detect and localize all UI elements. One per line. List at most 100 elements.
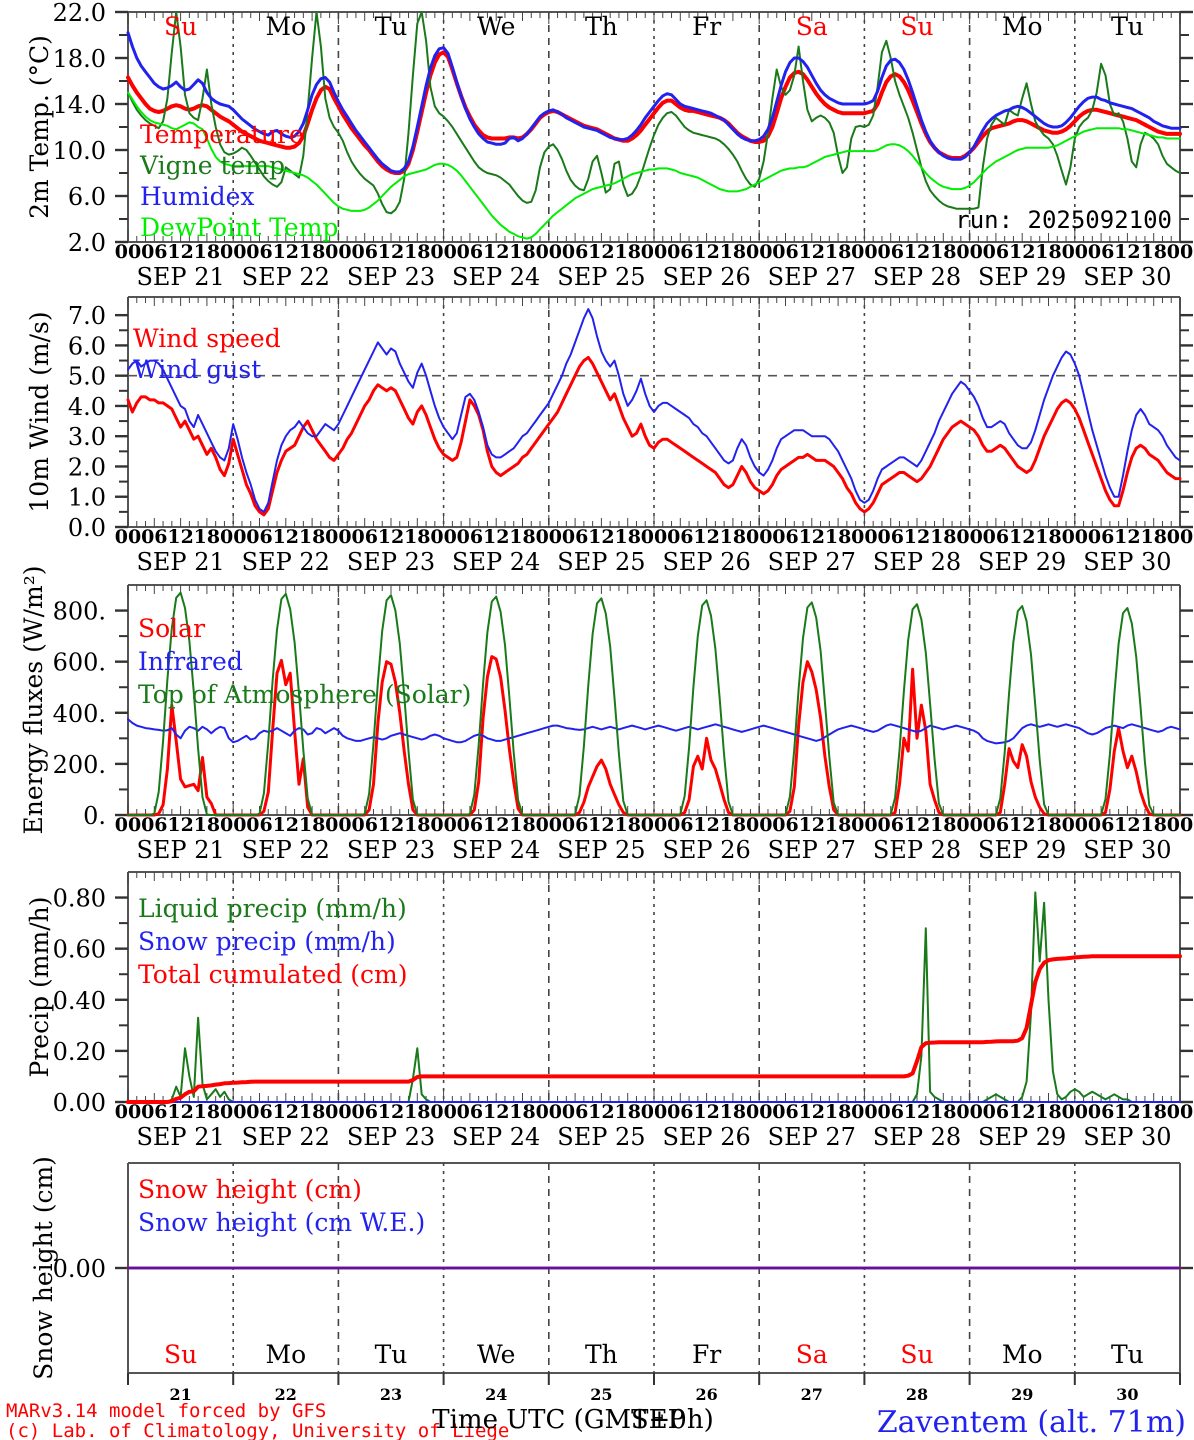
xhour-3-7-2: 12 [904, 1101, 930, 1123]
legend-precip-1: Snow precip (mm/h) [138, 927, 396, 956]
xhour-2-8-2: 12 [1009, 814, 1035, 836]
xdate-3-8: SEP 29 [978, 1123, 1066, 1151]
xhour-2-4-3: 18 [614, 814, 640, 836]
xhour-3-6-0: 00 [746, 1101, 772, 1123]
xhour-3-4-3: 18 [614, 1101, 640, 1123]
xdate-3-3: SEP 24 [452, 1123, 540, 1151]
xhour-0-1-2: 12 [273, 241, 299, 263]
xhour-1-5-3: 18 [720, 526, 746, 548]
xhour-0-4-2: 12 [588, 241, 614, 263]
xhour-0-3-3: 18 [509, 241, 535, 263]
xhour-0-6-1: 06 [772, 241, 798, 263]
xhour-1-1-0: 00 [220, 526, 246, 548]
xhour-2-5-2: 12 [693, 814, 719, 836]
xdate-0-3: SEP 24 [452, 263, 540, 291]
xdate-2-1: SEP 22 [242, 836, 330, 864]
run-label: run: 2025092100 [955, 206, 1172, 234]
xhour-0-5-2: 12 [693, 241, 719, 263]
day-number-6: 27 [801, 1385, 823, 1404]
dow-label-bottom-3: We [477, 1340, 515, 1369]
xhour-2-7-2: 12 [904, 814, 930, 836]
xhour-2-4-0: 00 [536, 814, 562, 836]
dow-label-bottom-4: Th [585, 1340, 618, 1369]
xhour-2-0-3: 18 [194, 814, 220, 836]
xhour-1-7-0: 00 [851, 526, 877, 548]
xhour-0-2-3: 18 [404, 241, 430, 263]
day-number-4: 25 [590, 1385, 612, 1404]
ylabel-temperature: 2m Temp. (°C) [25, 35, 54, 219]
xdate-3-5: SEP 26 [662, 1123, 750, 1151]
xhour-1-8-3: 18 [1035, 526, 1061, 548]
xhour-0-3-0: 00 [430, 241, 456, 263]
ytick-label-energy_fluxes-1: 200. [53, 751, 106, 779]
xdate-2-0: SEP 21 [136, 836, 224, 864]
ytick-label-precip-1: 0.20 [53, 1038, 106, 1066]
legend-snow_height-1: Snow height (cm W.E.) [138, 1208, 425, 1237]
xhour-3-2-2: 12 [378, 1101, 404, 1123]
xhour-1-7-2: 12 [904, 526, 930, 548]
xhour-0-7-1: 06 [877, 241, 903, 263]
xhour-3-2-0: 00 [325, 1101, 351, 1123]
xhour-0-3-1: 06 [457, 241, 483, 263]
ylabel-precip: Precip (mm/h) [25, 897, 54, 1078]
xhour-2-1-2: 12 [273, 814, 299, 836]
legend-energy_fluxes-0: Solar [138, 614, 205, 643]
series-precip-2 [126, 954, 1182, 1104]
xhour-3-6-2: 12 [799, 1101, 825, 1123]
xdate-0-6: SEP 27 [768, 263, 856, 291]
xhour-1-8-1: 06 [983, 526, 1009, 548]
xhour-2-5-1: 06 [667, 814, 693, 836]
xhour-1-9-0: 00 [1062, 526, 1088, 548]
dow-label-bottom-5: Fr [692, 1340, 721, 1369]
xdate-2-9: SEP 30 [1083, 836, 1171, 864]
xhour-1-6-0: 00 [746, 526, 772, 548]
xhour-1-2-1: 06 [351, 526, 377, 548]
xdate-0-1: SEP 22 [242, 263, 330, 291]
xhour-1-4-1: 06 [562, 526, 588, 548]
dow-label-bottom-9: Tu [1111, 1340, 1144, 1369]
xdate-1-8: SEP 29 [978, 548, 1066, 576]
xdate-1-1: SEP 22 [242, 548, 330, 576]
xhour-2-2-3: 18 [404, 814, 430, 836]
xdate-1-2: SEP 23 [347, 548, 435, 576]
xhour-3-9-1: 06 [1088, 1101, 1114, 1123]
dow-label-bottom-8: Mo [1002, 1340, 1043, 1369]
xhour-2-6-2: 12 [799, 814, 825, 836]
xhour-1-9-1: 06 [1088, 526, 1114, 548]
xhour-2-0-0: 00 [115, 814, 141, 836]
legend-energy_fluxes-2: Top of Atmosphere (Solar) [138, 680, 471, 709]
xhour-0-5-3: 18 [720, 241, 746, 263]
xhour-1-7-1: 06 [877, 526, 903, 548]
xhour-0-0-2: 12 [167, 241, 193, 263]
xhour-3-3-3: 18 [509, 1101, 535, 1123]
xdate-2-8: SEP 29 [978, 836, 1066, 864]
xhour-3-5-1: 06 [667, 1101, 693, 1123]
xhour-3-7-1: 06 [877, 1101, 903, 1123]
legend-temperature-3: DewPoint Temp [140, 213, 338, 242]
xhour-1-0-0: 00 [115, 526, 141, 548]
dow-label-bottom-2: Tu [375, 1340, 408, 1369]
xdate-1-4: SEP 25 [557, 548, 645, 576]
ytick-label-wind-5: 5.0 [68, 363, 106, 391]
xdate-3-6: SEP 27 [768, 1123, 856, 1151]
ytick-label-wind-0: 0.0 [68, 514, 106, 542]
xhour-0-6-3: 18 [825, 241, 851, 263]
xdate-2-5: SEP 26 [662, 836, 750, 864]
xdate-0-2: SEP 23 [347, 263, 435, 291]
xhour-3-5-0: 00 [641, 1101, 667, 1123]
xhour-3-7-3: 18 [930, 1101, 956, 1123]
xhour-0-0-0: 00 [115, 241, 141, 263]
xdate-2-6: SEP 27 [768, 836, 856, 864]
ytick-label-energy_fluxes-0: 0. [83, 802, 106, 830]
xhour-3-9-3: 18 [1140, 1101, 1166, 1123]
legend-temperature-0: Temperature [140, 120, 304, 149]
xhour-2-0-1: 06 [141, 814, 167, 836]
footer-time-axis-label: Time UTC (GMT+0h) [432, 1405, 713, 1435]
ytick-label-wind-1: 1.0 [68, 484, 106, 512]
ytick-label-temperature-0: 2.0 [68, 229, 106, 257]
xhour-3-5-3: 18 [720, 1101, 746, 1123]
dow-label-top-4: Th [585, 12, 618, 41]
xhour-0-4-1: 06 [562, 241, 588, 263]
xhour-2-5-3: 18 [720, 814, 746, 836]
